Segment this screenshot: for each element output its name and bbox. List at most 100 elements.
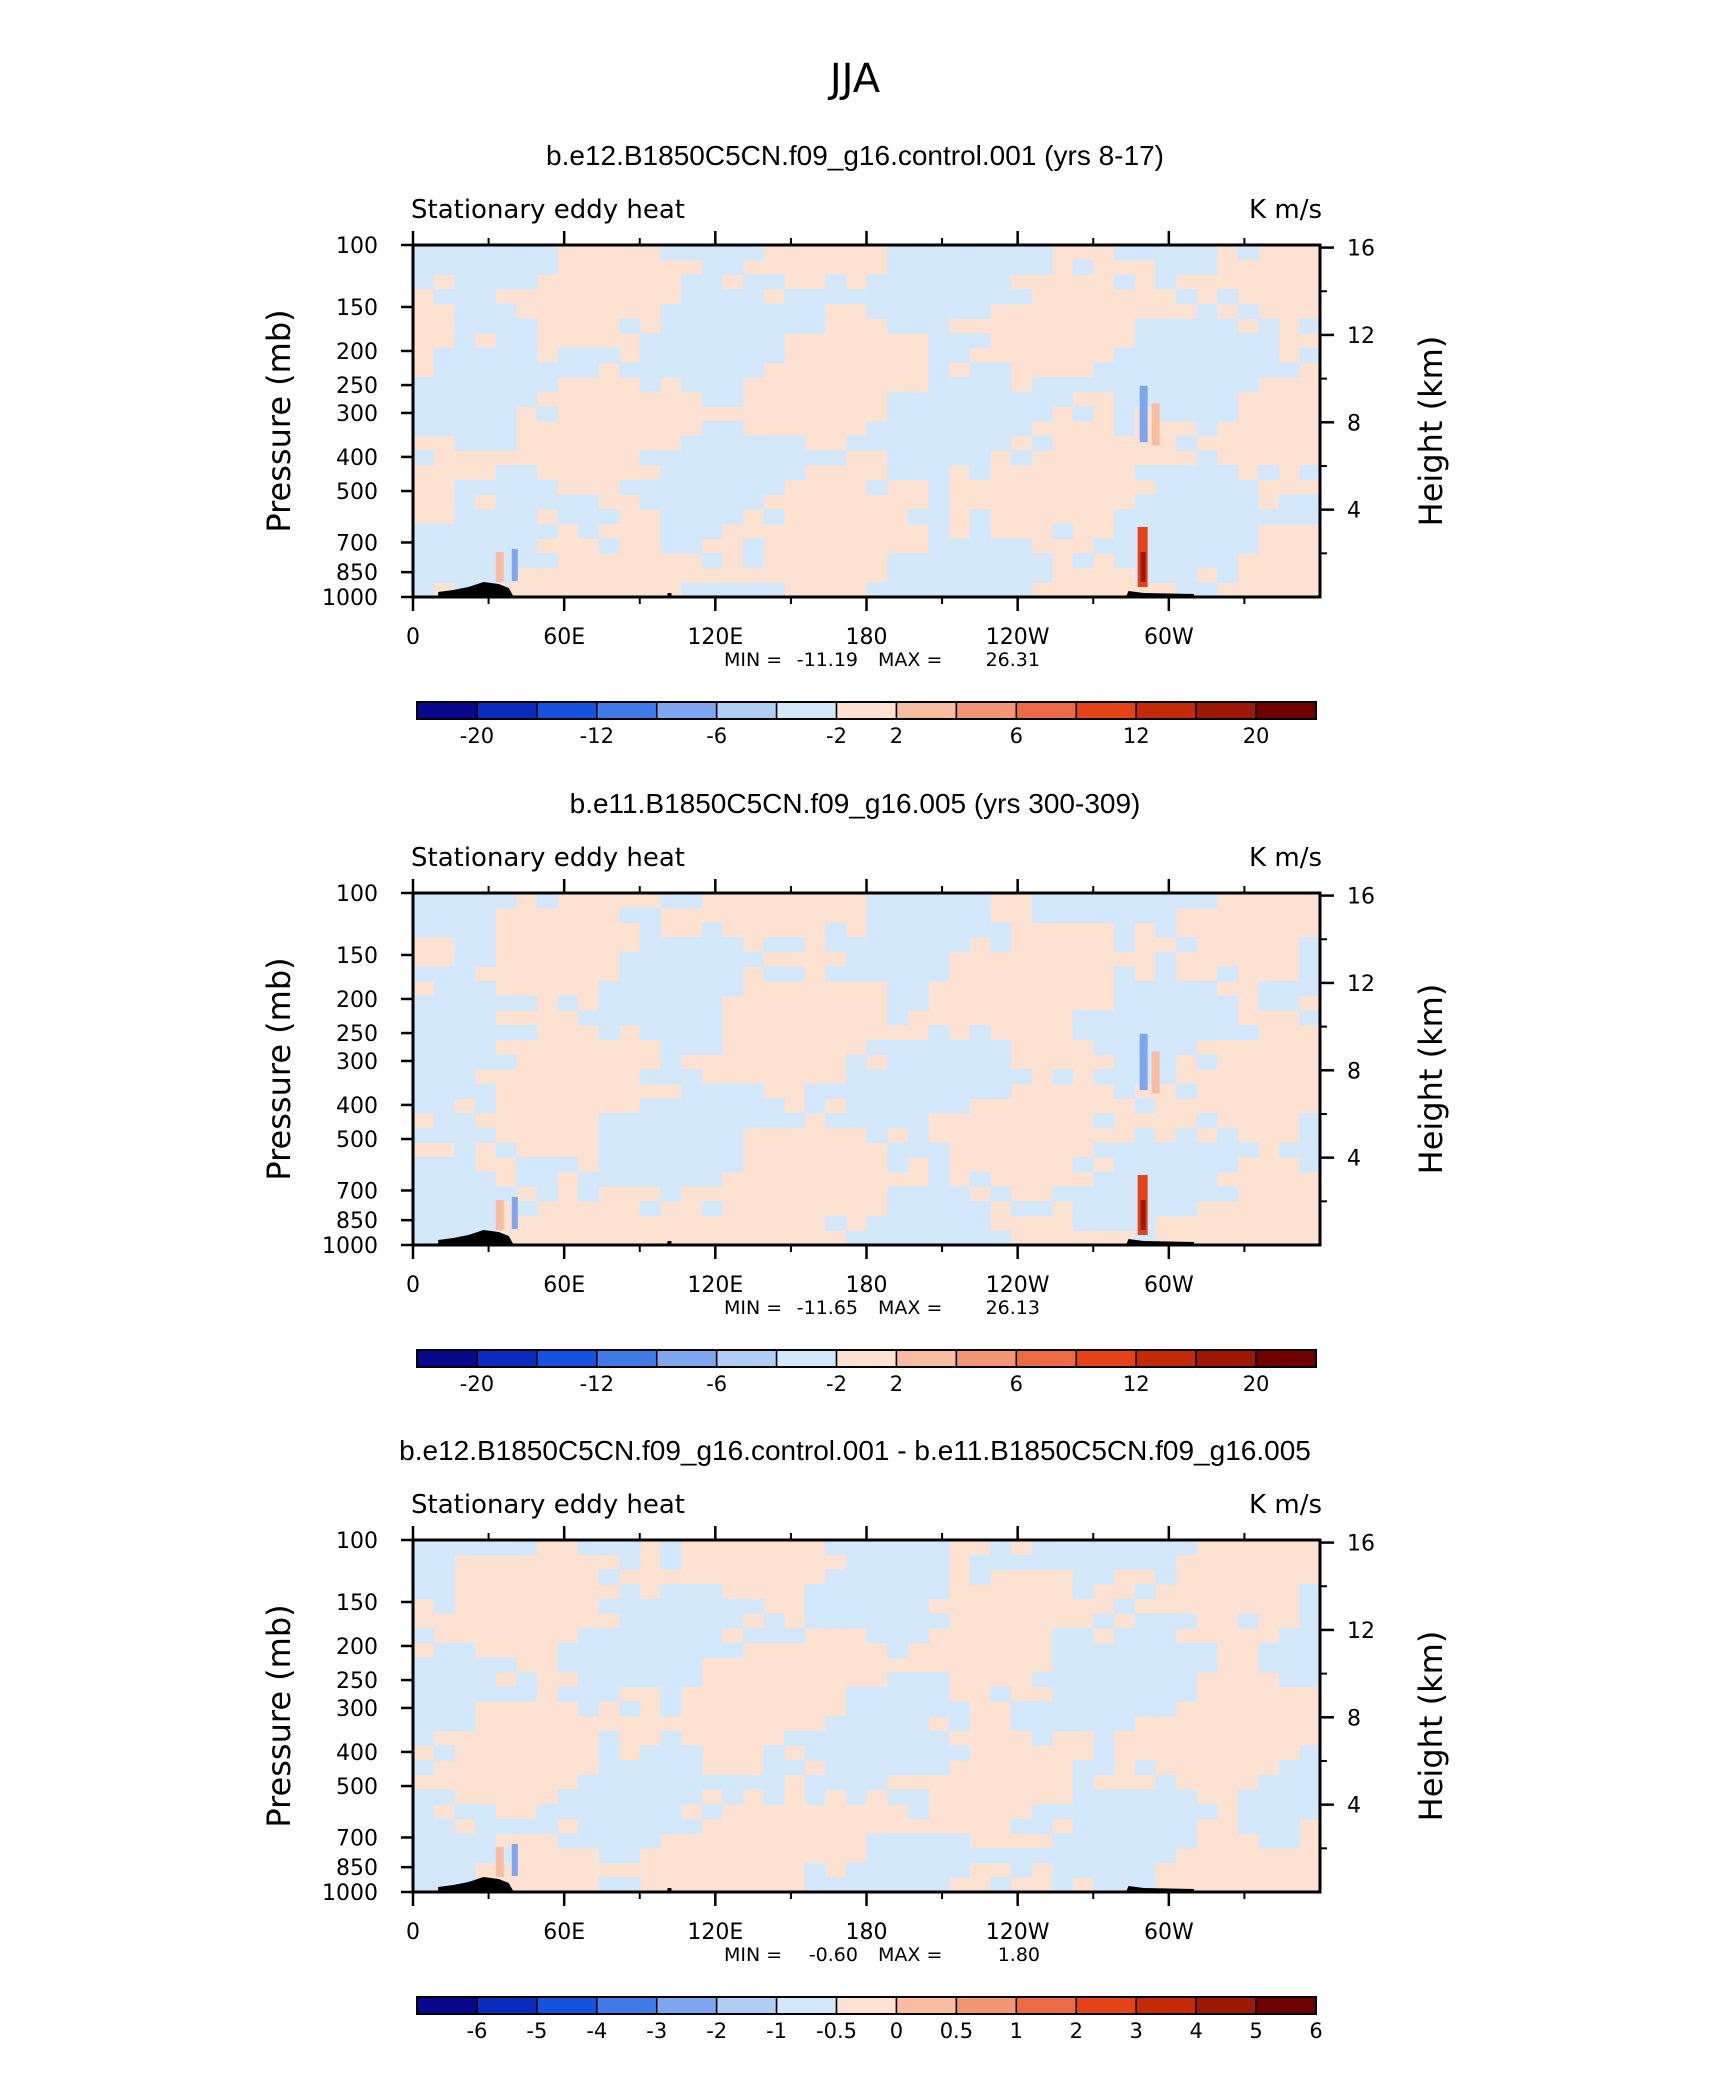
field-cell [1175, 995, 1197, 1011]
field-cell [660, 509, 682, 525]
field-cell [619, 966, 641, 982]
field-cell [619, 1540, 641, 1556]
field-cell [660, 1584, 682, 1600]
field-cell [680, 893, 703, 909]
field-cell [1113, 362, 1136, 378]
field-cell [1237, 1025, 1259, 1041]
field-cell [536, 1157, 558, 1173]
field-cell [1299, 1157, 1320, 1173]
field-cell [680, 1745, 703, 1761]
field-cell [1258, 1642, 1280, 1658]
field-cell [825, 1598, 847, 1614]
field-cell [969, 465, 991, 481]
field-cell [680, 538, 703, 554]
field-cell [928, 1745, 950, 1761]
field-cell [907, 1098, 929, 1114]
field-cell [1113, 1848, 1136, 1864]
field-cell [1196, 981, 1218, 997]
field-cell [454, 274, 476, 290]
field-cell [1113, 1157, 1136, 1173]
max-label: MAX = [878, 1944, 942, 1966]
field-cell [1237, 509, 1259, 525]
y-tick-label: 500 [336, 480, 378, 505]
colorbar-swatch [1255, 701, 1317, 720]
field-cell [948, 922, 971, 938]
field-cell [516, 347, 538, 363]
field-cell [845, 1540, 868, 1556]
field-cell [1155, 465, 1177, 481]
field-cell [660, 1054, 682, 1070]
colorbar-label: 5 [1249, 2019, 1262, 2043]
field-cell [1196, 377, 1218, 393]
field-cell [680, 274, 703, 290]
field-cell [763, 1113, 785, 1129]
field-cell [495, 509, 517, 525]
field-cell [763, 333, 785, 349]
field-cell [928, 347, 950, 363]
negative-anomaly-streak [1139, 385, 1148, 443]
field-cell [784, 450, 806, 466]
field-cell [516, 1672, 538, 1688]
field-cell [577, 1171, 600, 1187]
field-cell [454, 538, 476, 554]
field-cell [1010, 553, 1033, 569]
field-cell [1175, 377, 1197, 393]
colorbar-swatch [1015, 1349, 1078, 1368]
field-cell [433, 893, 455, 909]
field-cell [969, 1083, 991, 1099]
field-cell [1155, 1789, 1177, 1805]
field-cell [1010, 1848, 1033, 1864]
y2-axis-label: Height (km) [1412, 1631, 1450, 1822]
field-cell [598, 1598, 620, 1614]
field-cell [907, 995, 929, 1011]
field-cell [639, 1774, 661, 1790]
field-cell [1237, 494, 1259, 510]
field-cell [1196, 1657, 1218, 1673]
field-cell [1072, 1201, 1094, 1217]
field-cell [907, 318, 929, 334]
colorbar-swatch [775, 701, 838, 720]
field-cell [907, 893, 929, 909]
field-cell [619, 1584, 641, 1600]
field-cell [866, 1215, 888, 1231]
field-cell [825, 1877, 847, 1892]
field-cell [701, 1157, 723, 1173]
field-cell [1155, 509, 1177, 525]
colorbar-label: -2 [826, 1372, 847, 1396]
field-cell [1196, 1142, 1218, 1158]
field-cell [907, 1083, 929, 1099]
field-cell [887, 553, 909, 569]
field-cell [969, 362, 991, 378]
field-cell [474, 347, 497, 363]
field-cell [516, 1540, 538, 1556]
field-cell [660, 1010, 682, 1026]
field-cell [1299, 465, 1320, 481]
field-cell [948, 567, 971, 583]
field-cell [680, 582, 703, 597]
field-cell [433, 553, 455, 569]
field-cell [722, 582, 744, 597]
field-cell [866, 1848, 888, 1864]
field-cell [639, 479, 661, 495]
field-cell [1052, 1642, 1074, 1658]
field-cell [433, 406, 455, 422]
field-cell [990, 406, 1012, 422]
field-cell [948, 538, 971, 554]
field-cell [701, 553, 723, 569]
field-cell [639, 362, 661, 378]
field-cell [413, 1540, 435, 1556]
colorbar-swatch [835, 1996, 898, 2015]
field-cell [1175, 289, 1197, 305]
field-cell [660, 1642, 682, 1658]
field-cell [1113, 1701, 1136, 1717]
field-cell [722, 318, 744, 334]
field-cell [639, 1628, 661, 1644]
field-cell [1134, 1157, 1156, 1173]
field-cell [1113, 274, 1136, 290]
field-cell [474, 553, 497, 569]
contour-field [413, 245, 1320, 597]
field-cell [1072, 1789, 1094, 1805]
field-cell [742, 333, 765, 349]
field-cell [474, 567, 497, 583]
